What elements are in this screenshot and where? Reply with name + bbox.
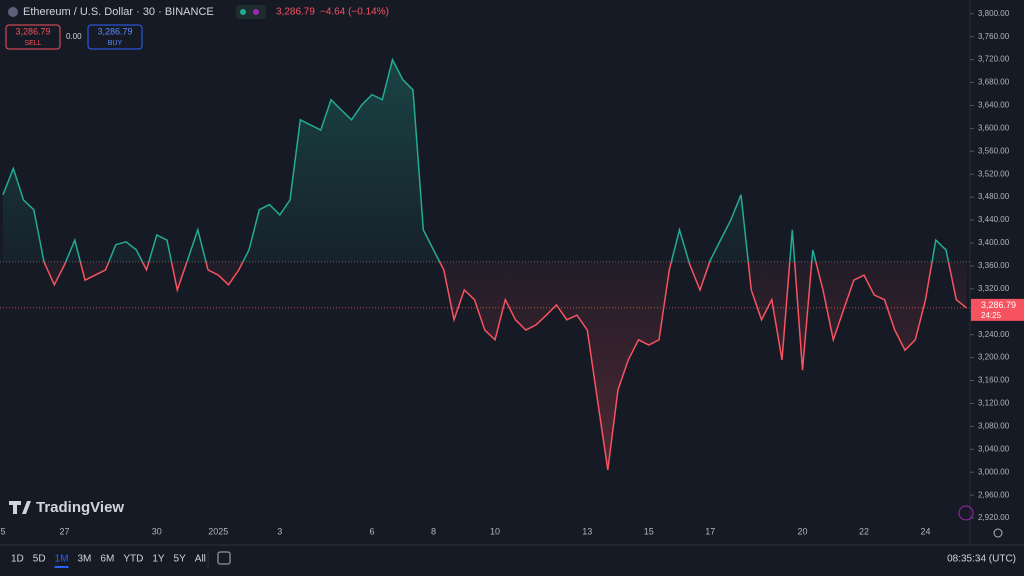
eth-icon: [8, 7, 18, 17]
x-tick-label: 15: [644, 526, 654, 536]
countdown: 24:25: [981, 311, 1002, 320]
x-tick-label: 8: [431, 526, 436, 536]
status-badge: [236, 5, 266, 19]
clock: 08:35:34 (UTC): [947, 554, 1016, 565]
y-tick-label: 3,440.00: [978, 215, 1010, 224]
header: Ethereum / U.S. Dollar · 30 · BINANCE 3,…: [5, 5, 389, 50]
y-tick-label: 3,480.00: [978, 192, 1010, 201]
sell-button[interactable]: [5, 24, 61, 50]
range-button[interactable]: 6M: [100, 554, 114, 565]
y-tick-label: 3,560.00: [978, 146, 1010, 155]
price-line: [2, 57, 967, 471]
y-tick-label: 2,960.00: [978, 490, 1010, 499]
buy-price[interactable]: 3,286.79: [97, 26, 132, 36]
logo-text: TradingView: [36, 499, 124, 516]
y-tick-label: 3,520.00: [978, 169, 1010, 178]
y-tick-label: 3,040.00: [978, 444, 1010, 453]
x-tick-label: 24: [920, 526, 930, 536]
buy-label[interactable]: BUY: [108, 40, 123, 47]
spread: 0.00: [66, 32, 82, 41]
y-tick-label: 3,240.00: [978, 330, 1010, 339]
x-tick-label: 17: [705, 526, 715, 536]
range-button[interactable]: 3M: [78, 554, 92, 565]
y-tick-label: 3,400.00: [978, 238, 1010, 247]
range-button[interactable]: All: [195, 554, 206, 565]
settings-icon[interactable]: [993, 528, 1003, 538]
y-tick-label: 3,160.00: [978, 376, 1010, 385]
x-tick-label: 20: [797, 526, 807, 536]
y-tick-label: 3,080.00: [978, 421, 1010, 430]
header-change: −4.64 (−0.14%): [320, 7, 389, 18]
header-price: 3,286.79: [276, 7, 315, 18]
range-button[interactable]: YTD: [123, 554, 143, 565]
y-tick-label: 3,640.00: [978, 101, 1010, 110]
x-tick-label: 13: [582, 526, 592, 536]
x-tick-label: 10: [490, 526, 500, 536]
y-tick-label: 3,120.00: [978, 399, 1010, 408]
x-tick-label: 2025: [208, 526, 228, 536]
x-tick-label: 30: [152, 526, 162, 536]
y-tick-label: 3,720.00: [978, 55, 1010, 64]
y-tick-label: 3,360.00: [978, 261, 1010, 270]
y-tick-label: 3,680.00: [978, 78, 1010, 87]
baseline-fill: [3, 59, 967, 470]
range-button[interactable]: 1D: [11, 554, 24, 565]
sell-price[interactable]: 3,286.79: [15, 26, 50, 36]
range-button[interactable]: 1M: [55, 554, 69, 565]
x-tick-label: 3: [277, 526, 282, 536]
y-tick-label: 3,800.00: [978, 9, 1010, 18]
y-tick-label: 3,600.00: [978, 123, 1010, 132]
symbol-title: Ethereum / U.S. Dollar · 30 · BINANCE: [23, 6, 214, 18]
range-button[interactable]: 5D: [33, 554, 46, 565]
status-dot: [240, 9, 246, 15]
x-tick-label: 6: [369, 526, 374, 536]
y-tick-label: 2,920.00: [978, 513, 1010, 522]
x-tick-label: 22: [859, 526, 869, 536]
toolbar: 08:35:34 (UTC) 1D 5D 1M 3M 6M YTD 1Y 5Y All: [11, 550, 1016, 568]
ai-icon[interactable]: [958, 505, 974, 521]
y-tick-label: 3,200.00: [978, 353, 1010, 362]
date-range-icon[interactable]: [217, 551, 231, 565]
last-price-label: 3,286.79: [981, 300, 1016, 310]
buy-button[interactable]: [87, 24, 143, 50]
y-tick-label: 3,760.00: [978, 32, 1010, 41]
logo: TradingView: [9, 499, 124, 516]
logo-icon: [9, 501, 31, 514]
last-price-box: [971, 298, 1024, 321]
status-icon: [253, 9, 259, 15]
range-button[interactable]: 5Y: [174, 554, 187, 565]
x-tick-label: 5: [0, 526, 5, 536]
y-tick-label: 3,320.00: [978, 284, 1010, 293]
range-button[interactable]: 1Y: [152, 554, 165, 565]
sell-label[interactable]: SELL: [24, 40, 41, 47]
x-tick-label: 27: [59, 526, 69, 536]
y-tick-label: 3,000.00: [978, 467, 1010, 476]
